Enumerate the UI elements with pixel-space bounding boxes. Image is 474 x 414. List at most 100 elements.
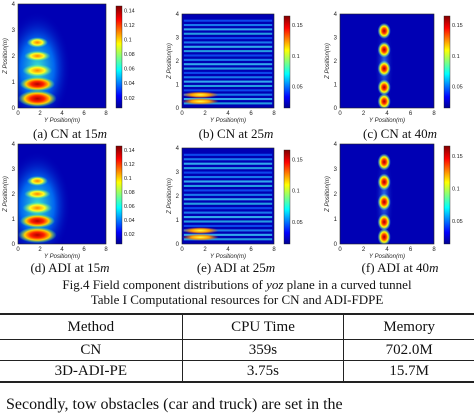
caption-c: (c) CN at 40m (362, 126, 437, 141)
field-hotspot (18, 227, 57, 243)
colorbar-tick-label: 0.1 (292, 189, 300, 195)
caption-f: (f) ADI at 40m (361, 260, 439, 275)
x-tick-label: 0 (180, 247, 184, 253)
field-hotspot (182, 98, 219, 105)
field-hotspot (24, 189, 51, 199)
field-stripe (183, 98, 273, 101)
field-heatmap (182, 153, 273, 241)
y-tick-label: 2 (334, 192, 338, 198)
y-tick-label: 3 (12, 28, 16, 34)
field-plot-f: 4 3 2 1 00 2 4 6 8 Z Position(m) Y Position(m) 0.15… (325, 142, 463, 260)
colorbar (443, 145, 451, 245)
x-tick-label: 6 (249, 247, 253, 253)
x-axis-label: Y Position(m) (44, 254, 80, 260)
y-tick-label: 1 (176, 83, 180, 89)
field-hotspot (182, 233, 219, 241)
x-tick-label: 8 (104, 247, 108, 253)
field-stripe (183, 93, 273, 96)
x-axis-label: Y Position(m) (44, 118, 80, 124)
colorbar (115, 5, 123, 109)
field-stripe (183, 84, 273, 88)
field-stripe (183, 233, 273, 236)
x-tick-label: 0 (338, 247, 342, 253)
field-stripe (183, 184, 273, 187)
field-stripe (183, 71, 273, 74)
field-stripe (183, 50, 273, 53)
x-tick-label: 2 (362, 247, 366, 253)
x-tick-label: 0 (338, 111, 342, 117)
cell-memory: 702.0M (343, 339, 474, 361)
figure-caption: Fig.4 Field component distributions of y… (62, 277, 412, 292)
y-tick-label: 1 (334, 217, 338, 223)
colorbar-tick-label: 0.06 (124, 204, 135, 210)
field-stripe (183, 229, 273, 232)
x-tick-label: 2 (362, 111, 366, 117)
colorbar-tick-label: 0.15 (452, 23, 463, 29)
field-plot-d: 4 3 2 1 00 2 4 6 8 Z Position(m) Y Position(m) 0.14… (3, 142, 135, 260)
field-heatmap (374, 149, 394, 244)
field-stripe (183, 158, 273, 161)
field-hotspot (377, 193, 391, 211)
colorbar-tick-label: 0.05 (452, 85, 463, 91)
field-stripe (183, 41, 273, 44)
x-tick-label: 4 (385, 247, 389, 253)
y-tick-label: 4 (12, 2, 16, 8)
field-stripe (183, 19, 273, 22)
y-tick-label: 1 (12, 80, 16, 86)
y-tick-label: 1 (176, 218, 180, 224)
colorbar-tick-label: 0.05 (292, 85, 303, 91)
colorbar-tick-label: 0.15 (292, 157, 303, 163)
field-hotspot (22, 202, 53, 214)
y-tick-label: 1 (12, 217, 16, 223)
body-paragraph: Secondly, tow obstacles (car and truck) … (6, 396, 343, 413)
y-tick-label: 4 (12, 142, 16, 148)
y-tick-label: 1 (334, 83, 338, 89)
field-hotspot (377, 79, 391, 96)
plot-frame (181, 13, 275, 109)
caption-b: (b) CN at 25m (198, 126, 274, 141)
colorbar-tick-label: 0.02 (124, 96, 135, 102)
field-plot-e: 4 3 2 1 00 2 4 6 8 Z Position(m) Y Position(m) 0.15… (167, 146, 303, 260)
field-stripe (183, 238, 273, 241)
x-tick-label: 4 (226, 111, 230, 117)
field-stripe (183, 37, 273, 40)
field-stripe (183, 54, 273, 57)
field-hotspot (19, 214, 55, 228)
colorbar-tick-label: 0.08 (124, 190, 135, 196)
colorbar-tick-label: 0.12 (124, 23, 135, 29)
x-tick-label: 4 (60, 247, 64, 253)
colorbar-tick-label: 0.04 (124, 81, 135, 87)
colorbar-tick-label: 0.06 (124, 67, 135, 73)
field-stripe (183, 216, 273, 219)
colorbar-tick-label: 0.05 (292, 220, 303, 226)
field-hotspot (377, 22, 391, 39)
field-hotspot (22, 64, 53, 77)
y-axis-label: Z Position(m) (325, 43, 331, 80)
field-stripe (183, 80, 273, 83)
header-memory: Memory (343, 313, 474, 340)
x-tick-label: 8 (432, 247, 436, 253)
caption-e: (e) ADI at 25m (196, 260, 276, 275)
plot-frame (17, 3, 107, 109)
field-heatmap (18, 11, 71, 108)
x-tick-label: 6 (249, 111, 253, 117)
x-tick-label: 0 (180, 111, 184, 117)
x-tick-label: 2 (203, 111, 207, 117)
field-hotspot (24, 50, 51, 62)
caption-d: (d) ADI at 15m (30, 260, 110, 275)
field-stripe (183, 207, 273, 210)
y-tick-label: 3 (334, 36, 338, 42)
field-stripe (183, 45, 273, 48)
table-header-row: Method CPU Time Memory (0, 313, 474, 340)
y-tick-label: 4 (176, 12, 180, 18)
x-tick-label: 6 (82, 111, 86, 117)
field-hotspot (377, 228, 391, 244)
y-tick-label: 2 (176, 59, 180, 65)
y-tick-label: 4 (334, 12, 338, 18)
y-tick-label: 2 (12, 192, 16, 198)
field-stripe (183, 58, 273, 61)
